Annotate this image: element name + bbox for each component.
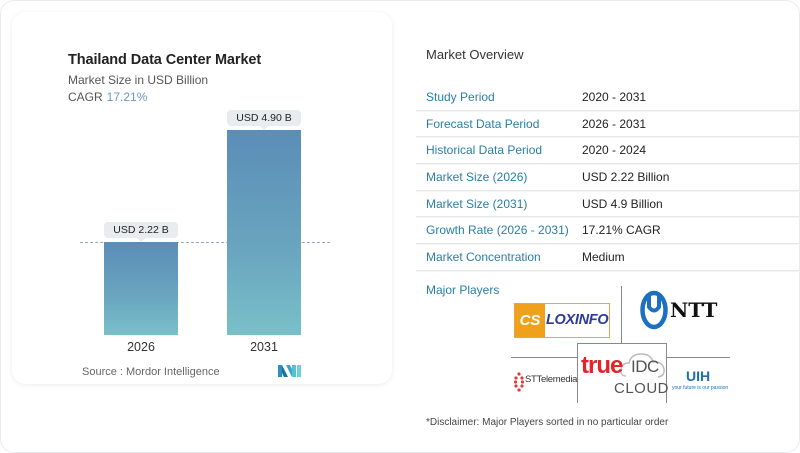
logo-divider: [621, 286, 622, 343]
cs-loxinfo-logo-text: LOXINFO: [546, 312, 609, 328]
true-idc-cloud-logo: true IDC CLOUD: [577, 343, 670, 403]
overview-row-forecast-period: Forecast Data Period 2026 - 2031: [416, 111, 800, 138]
source-text: Source : Mordor Intelligence: [82, 366, 220, 378]
row-key: Market Concentration: [426, 249, 541, 264]
cagr-value: 17.21%: [106, 90, 148, 104]
row-value: Medium: [582, 249, 625, 264]
row-key: Forecast Data Period: [426, 116, 540, 131]
overview-row-market-size-2026: Market Size (2026) USD 2.22 Billion: [416, 164, 800, 191]
uih-logo-text: UIH: [686, 368, 711, 384]
overview-row-market-size-2031: Market Size (2031) USD 4.9 Billion: [416, 191, 800, 218]
overview-row-growth-rate: Growth Rate (2026 - 2031) 17.21% CAGR: [416, 217, 800, 245]
disclaimer-text: *Disclaimer: Major Players sorted in no …: [426, 417, 669, 428]
ntt-logo-icon: [640, 290, 668, 330]
row-key: Market Size (2026): [426, 169, 528, 184]
cloud-logo-text: CLOUD: [614, 380, 670, 397]
row-key: Growth Rate (2026 - 2031): [426, 223, 569, 238]
overview-row-study-period: Study Period 2020 - 2031: [416, 84, 800, 111]
st-telemedia-logo: STTelemedia: [514, 370, 578, 394]
chart-subtitle: Market Size in USD Billion: [68, 73, 209, 87]
chart-card: [12, 12, 392, 384]
cs-loxinfo-logo-cs: CS: [515, 304, 545, 337]
st-telemedia-logo-text: STTelemedia: [525, 374, 578, 385]
logo-divider: [667, 357, 730, 358]
x-tick-2026: 2026: [127, 340, 155, 354]
bar-label-2026: USD 2.22 B: [104, 222, 178, 242]
cagr: CAGR 17.21%: [68, 90, 147, 104]
x-tick-2031: 2031: [250, 340, 278, 354]
row-key: Study Period: [426, 89, 495, 104]
major-players-label: Major Players: [426, 283, 500, 297]
bar-label-2031: USD 4.90 B: [227, 110, 301, 130]
row-key: Historical Data Period: [426, 143, 543, 158]
ntt-logo: NTT: [640, 290, 730, 334]
cs-loxinfo-logo: CS LOXINFO: [514, 303, 610, 338]
true-logo-text: true: [581, 352, 623, 379]
bar-2026: [104, 242, 178, 335]
row-value: USD 2.22 Billion: [582, 169, 670, 184]
mordor-intelligence-logo-icon: [278, 364, 302, 378]
idc-logo-text: IDC: [631, 357, 659, 376]
overview-row-historical-period: Historical Data Period 2020 - 2024: [416, 137, 800, 165]
row-value: 2020 - 2024: [582, 143, 647, 158]
overview-row-market-concentration: Market Concentration Medium: [416, 244, 800, 271]
market-overview-title: Market Overview: [426, 47, 524, 62]
row-value: USD 4.9 Billion: [582, 196, 663, 211]
st-telemedia-icon: [514, 372, 524, 392]
row-value: 2026 - 2031: [582, 116, 647, 131]
chart-title: Thailand Data Center Market: [68, 52, 262, 68]
market-overview-table: Study Period 2020 - 2031 Forecast Data P…: [416, 84, 800, 271]
cagr-label: CAGR: [68, 90, 103, 104]
uih-logo: UIH your future is our passion: [670, 368, 732, 394]
row-value: 2020 - 2031: [582, 89, 647, 104]
bar-2031: [227, 130, 301, 335]
ntt-logo-text: NTT: [670, 298, 718, 322]
reference-dashed-line: [80, 242, 330, 243]
row-value: 17.21% CAGR: [582, 223, 661, 238]
cloud-icon: [620, 353, 665, 378]
row-key: Market Size (2031): [426, 196, 528, 211]
logo-divider: [511, 357, 577, 358]
uih-logo-tagline: your future is our passion: [672, 385, 729, 391]
